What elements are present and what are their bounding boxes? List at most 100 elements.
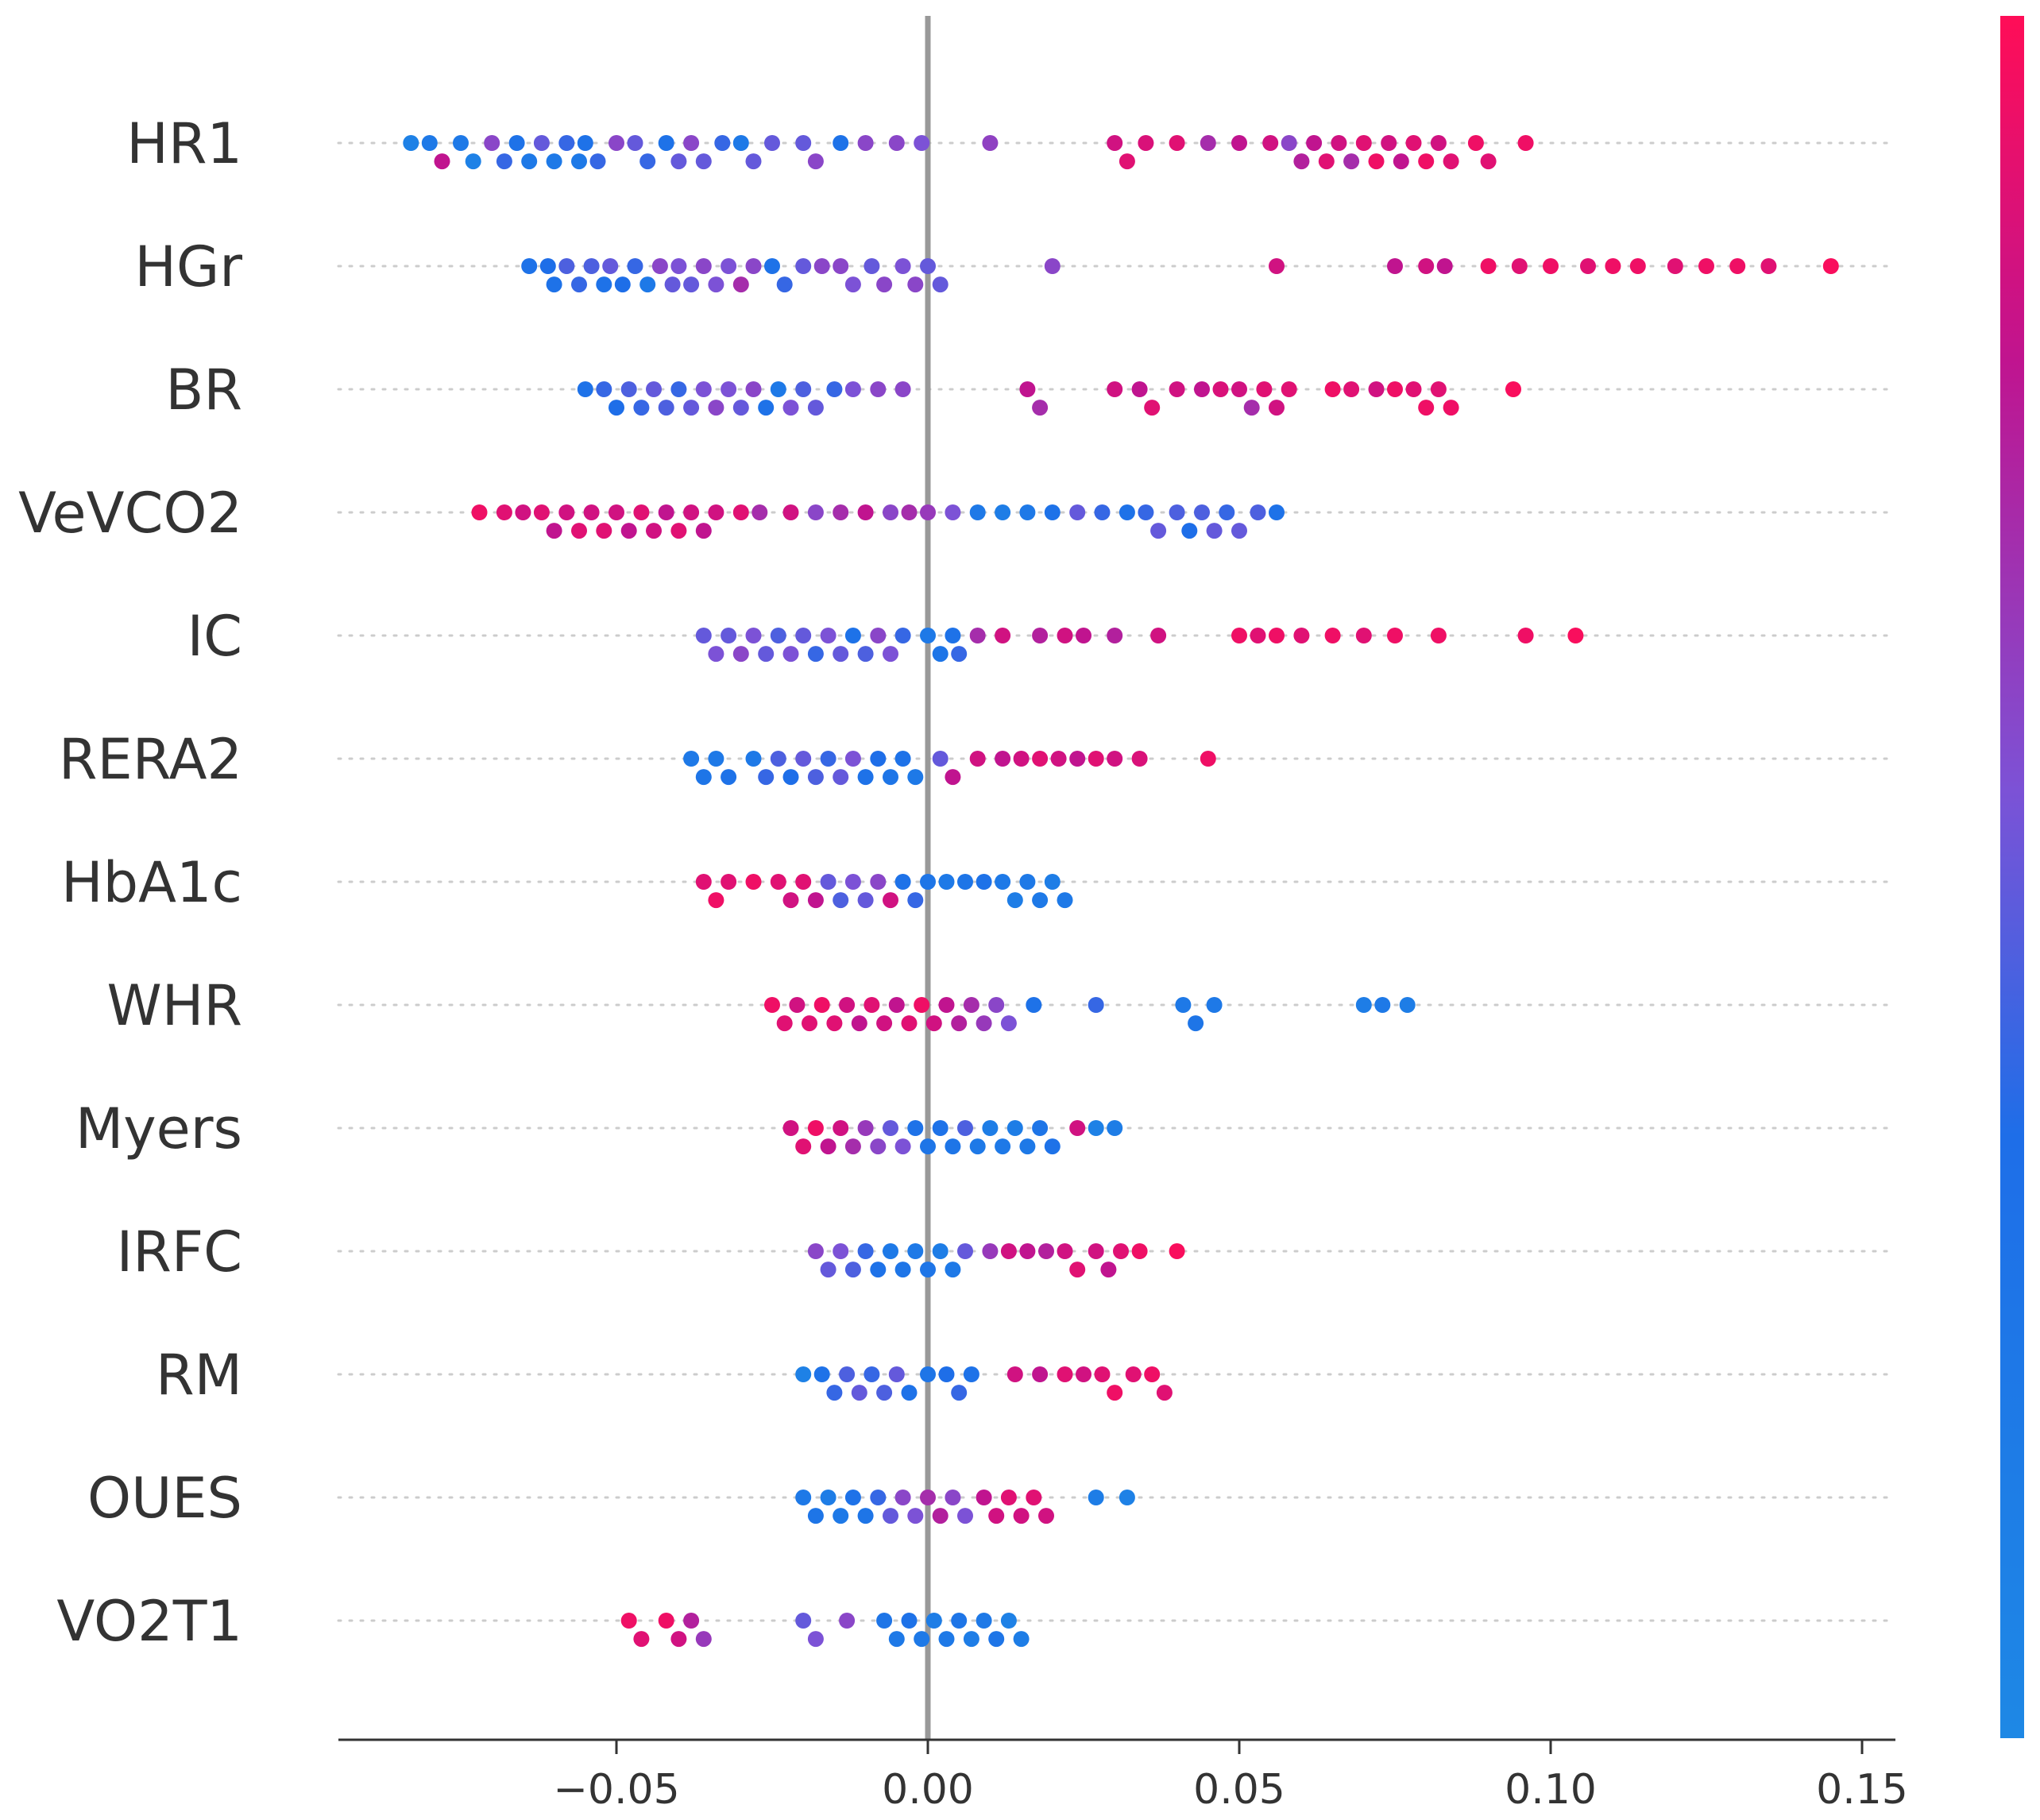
dot-br: [1231, 381, 1247, 397]
dot-rm: [938, 1366, 955, 1382]
dot-myers: [807, 1120, 824, 1136]
dot-whr: [826, 1015, 843, 1032]
dot-irfc: [1038, 1243, 1054, 1259]
dot-vevco2: [515, 504, 531, 520]
dot-br: [770, 381, 786, 397]
dot-vevco2: [995, 504, 1011, 520]
dot-ic: [1269, 628, 1285, 643]
dot-vo2t1: [695, 1631, 712, 1648]
dot-rera2: [833, 769, 849, 786]
dot-whr: [1088, 997, 1104, 1013]
dot-hgr: [1605, 258, 1621, 274]
dot-hgr: [1543, 258, 1559, 274]
dot-hgr: [864, 258, 880, 274]
dot-hr1: [888, 135, 905, 151]
dot-irfc: [870, 1262, 887, 1278]
dot-vevco2: [471, 504, 488, 520]
dot-hba1c: [1057, 892, 1073, 909]
dot-br: [758, 400, 775, 416]
feature-label-rera2: RERA2: [59, 727, 242, 792]
dot-irfc: [957, 1243, 973, 1259]
dot-hgr: [833, 258, 849, 274]
dot-vo2t1: [670, 1631, 687, 1648]
dot-hgr: [1698, 258, 1714, 274]
feature-label-whr: WHR: [107, 973, 243, 1038]
dot-ic: [920, 628, 936, 643]
dot-br: [633, 400, 650, 416]
dot-rm: [1076, 1366, 1091, 1382]
dot-ic: [732, 646, 749, 663]
dot-hba1c: [857, 892, 874, 909]
colorbar: [2000, 16, 2024, 1738]
dot-hba1c: [770, 874, 786, 890]
dot-whr: [963, 997, 979, 1013]
dot-hr1: [639, 153, 656, 170]
dot-rera2: [1107, 751, 1123, 767]
dot-hgr: [583, 258, 600, 274]
feature-label-vo2t1: VO2T1: [56, 1589, 242, 1654]
dot-vevco2: [732, 504, 749, 520]
dot-rera2: [1032, 751, 1049, 767]
dot-br: [894, 381, 911, 397]
dot-hr1: [695, 153, 712, 170]
dot-hr1: [914, 135, 930, 151]
dot-vo2t1: [925, 1613, 942, 1629]
dot-myers: [945, 1138, 961, 1155]
dot-vo2t1: [951, 1613, 968, 1629]
dot-rm: [1144, 1366, 1161, 1382]
dot-hr1: [1306, 135, 1323, 151]
dot-rm: [876, 1385, 893, 1401]
dot-irfc: [1113, 1243, 1129, 1259]
dot-hr1: [434, 153, 450, 170]
dot-rm: [920, 1366, 936, 1382]
dot-vevco2: [633, 504, 650, 520]
dot-br: [782, 400, 799, 416]
dot-hr1: [1138, 135, 1154, 151]
dot-myers: [1107, 1120, 1123, 1136]
dot-myers: [1019, 1138, 1036, 1155]
dot-hr1: [627, 135, 643, 151]
dot-vevco2: [857, 504, 874, 520]
dot-vevco2: [546, 523, 562, 539]
dot-rera2: [995, 751, 1011, 767]
dot-hr1: [465, 153, 481, 170]
dot-br: [1194, 381, 1210, 397]
feature-label-rm: RM: [156, 1343, 242, 1408]
dot-myers: [883, 1120, 898, 1136]
dot-irfc: [820, 1262, 836, 1278]
dot-ic: [758, 646, 775, 663]
dot-myers: [1032, 1120, 1049, 1136]
dot-rera2: [907, 769, 924, 786]
dot-myers: [957, 1120, 973, 1136]
dot-hr1: [1480, 153, 1497, 170]
dot-hr1: [857, 135, 874, 151]
dot-rm: [839, 1366, 856, 1382]
dot-br: [1418, 400, 1435, 416]
dot-vevco2: [945, 504, 961, 520]
dot-vevco2: [1250, 504, 1266, 520]
dot-vo2t1: [658, 1613, 674, 1629]
dot-hr1: [1393, 153, 1409, 170]
dot-whr: [813, 997, 830, 1013]
dot-ic: [721, 628, 737, 643]
feature-label-br: BR: [165, 357, 242, 423]
dot-irfc: [1069, 1262, 1086, 1278]
dot-hr1: [764, 135, 780, 151]
dot-vevco2: [1119, 504, 1135, 520]
dot-br: [721, 381, 737, 397]
dot-oues: [932, 1508, 949, 1524]
dot-oues: [957, 1508, 973, 1524]
dot-vevco2: [1231, 523, 1247, 539]
dot-oues: [795, 1490, 812, 1505]
dot-rera2: [932, 751, 949, 767]
dot-hr1: [714, 135, 731, 151]
dot-whr: [789, 997, 806, 1013]
dot-hr1: [1343, 153, 1360, 170]
dot-vevco2: [1094, 504, 1111, 520]
dot-br: [1430, 381, 1447, 397]
dot-hgr: [1822, 258, 1839, 274]
dot-ic: [807, 646, 824, 663]
dot-ic: [894, 628, 911, 643]
dot-hgr: [1729, 258, 1746, 274]
dot-whr: [938, 997, 955, 1013]
